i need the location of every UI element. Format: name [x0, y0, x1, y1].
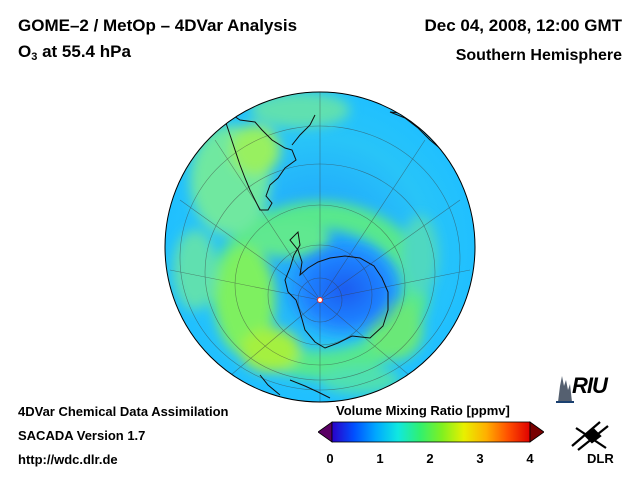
footer-method: 4DVar Chemical Data Assimilation — [18, 404, 229, 419]
colorbar-min-arrow — [318, 421, 333, 443]
colorbar — [318, 421, 544, 443]
colorbar-title: Volume Mixing Ratio [ppmv] — [336, 403, 510, 418]
footer-version: SACADA Version 1.7 — [18, 428, 146, 443]
plot-title: GOME–2 / MetOp – 4DVar Analysis — [18, 16, 298, 35]
colorbar-tick-2: 2 — [426, 451, 434, 466]
ozone-collar — [173, 92, 438, 394]
colorbar-max-arrow — [529, 421, 544, 443]
pole-marker — [317, 297, 323, 303]
globe-disk — [165, 92, 475, 402]
graticule — [169, 92, 471, 402]
polar-vortex — [283, 238, 407, 342]
dlr-logo-text: DLR — [587, 451, 614, 466]
globe-outline — [164, 91, 476, 403]
plot-subtitle: O3 at 55.4 hPa — [18, 42, 131, 63]
colorbar-tick-0: 0 — [326, 451, 334, 466]
dlr-logo-icon — [571, 421, 609, 451]
colorbar-tick-1: 1 — [376, 451, 384, 466]
plot-region: Southern Hemisphere — [455, 47, 622, 64]
riu-logo-icon — [556, 376, 574, 403]
colorbar-tick-4: 4 — [526, 451, 534, 466]
coastlines — [224, 109, 451, 399]
colorbar-tick-3: 3 — [476, 451, 484, 466]
colorbar-gradient — [331, 421, 531, 443]
riu-logo-text: RIU — [572, 373, 608, 398]
plot-date: Dec 04, 2008, 12:00 GMT — [424, 16, 622, 35]
footer-url: http://wdc.dlr.de — [18, 452, 118, 467]
